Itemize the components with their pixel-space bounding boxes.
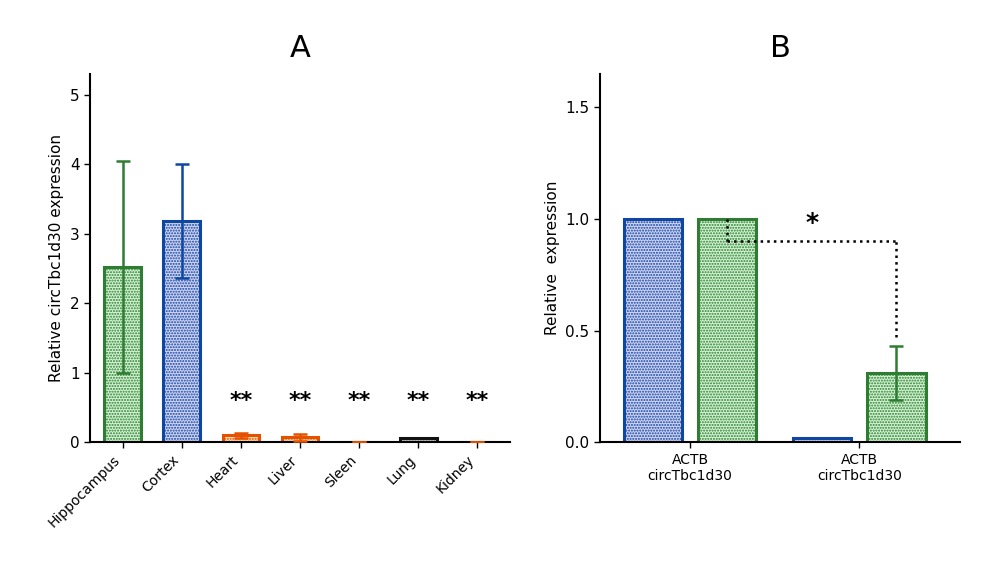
Bar <box>223 435 259 442</box>
Text: **: ** <box>229 391 252 411</box>
Text: **: ** <box>348 391 371 411</box>
Title: A: A <box>290 34 310 63</box>
Bar <box>282 437 318 442</box>
Text: **: ** <box>407 391 430 411</box>
Y-axis label: Relative  expression: Relative expression <box>545 181 560 335</box>
Bar <box>698 219 756 442</box>
Bar <box>163 221 200 442</box>
Bar <box>104 267 141 442</box>
Title: B: B <box>770 34 790 63</box>
Text: *: * <box>805 210 818 235</box>
Text: **: ** <box>466 391 489 411</box>
Text: **: ** <box>288 391 312 411</box>
Y-axis label: Relative circTbc1d30 expression: Relative circTbc1d30 expression <box>49 134 64 382</box>
Bar <box>400 438 437 442</box>
Bar <box>793 438 851 442</box>
Bar <box>867 373 926 442</box>
Bar <box>624 219 682 442</box>
